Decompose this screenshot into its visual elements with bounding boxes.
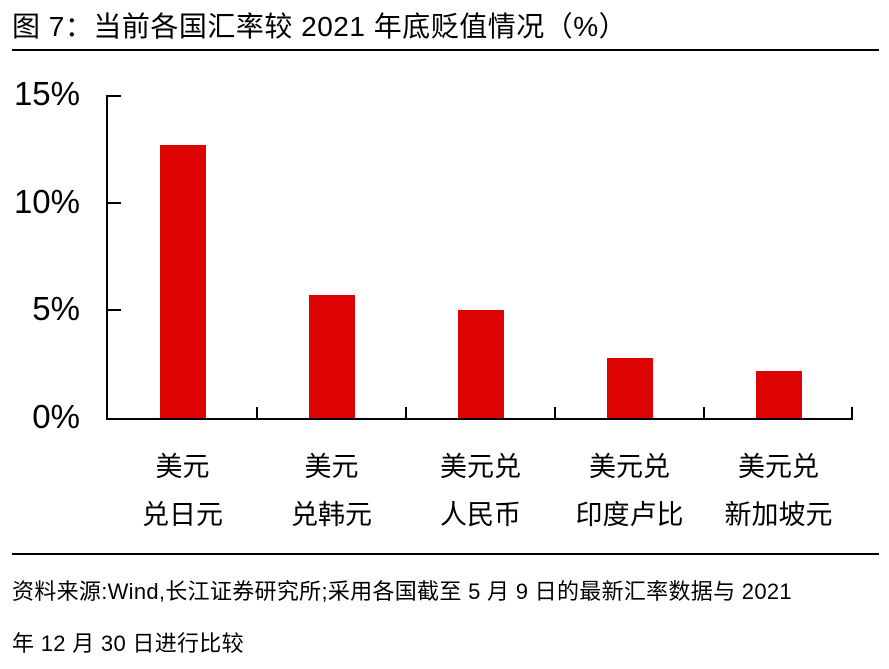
category-label-line: 人民币 <box>440 500 521 530</box>
category-label-line: 美元兑 <box>738 452 819 482</box>
y-axis-tick <box>108 309 121 312</box>
bar-美元兑人民币 <box>457 310 504 418</box>
category-label-line: 兑韩元 <box>291 500 372 530</box>
category-label-line: 美元兑 <box>440 452 521 482</box>
category-label-line: 新加坡元 <box>724 500 833 530</box>
x-axis-tick <box>554 407 556 418</box>
category-label-美元兑日元: 美元 兑日元 <box>108 443 257 539</box>
category-label-line: 美元 <box>155 452 210 482</box>
y-axis-tick-label: 10% <box>13 182 80 220</box>
bar-美元兑印度卢比 <box>606 357 653 418</box>
y-axis-tick-label: 5% <box>32 290 80 328</box>
source-note: 资料来源:Wind,长江证券研究所;采用各国截至 5 月 9 日的最新汇率数据与… <box>12 566 879 669</box>
y-axis-tick <box>108 95 121 97</box>
footer-divider <box>12 553 879 555</box>
category-label-美元兑人民币: 美元兑 人民币 <box>406 443 555 539</box>
x-axis-category-labels: 美元 兑日元 美元 兑韩元 美元兑 人民币 美元兑 印度卢比 美元兑 新加坡元 <box>108 443 853 539</box>
category-label-line: 兑日元 <box>142 500 223 530</box>
x-axis-tick <box>703 407 705 418</box>
source-note-line-1: 资料来源:Wind,长江证券研究所;采用各国截至 5 月 9 日的最新汇率数据与… <box>12 579 792 604</box>
y-axis-tick-labels: 15% 10% 5% 0% <box>0 0 80 669</box>
title-divider <box>12 49 879 51</box>
y-axis-tick-label: 0% <box>32 398 80 435</box>
bar-美元兑韩元 <box>308 295 355 418</box>
plot-area <box>106 95 853 420</box>
x-axis-tick <box>405 407 407 418</box>
y-axis-tick-label: 15% <box>13 75 80 112</box>
y-axis-tick <box>108 201 121 204</box>
category-label-line: 美元兑 <box>589 452 670 482</box>
category-label-line: 美元 <box>304 452 359 482</box>
x-axis-tick <box>851 407 853 418</box>
category-label-美元兑新加坡元: 美元兑 新加坡元 <box>704 443 853 539</box>
bar-美元兑新加坡元 <box>755 370 802 418</box>
source-note-line-2: 年 12 月 30 日进行比较 <box>12 631 244 656</box>
category-label-美元兑韩元: 美元 兑韩元 <box>257 443 406 539</box>
x-axis-tick <box>256 407 258 418</box>
category-label-line: 印度卢比 <box>575 500 684 530</box>
figure-title: 图 7：当前各国汇率较 2021 年底贬值情况（%） <box>12 11 628 42</box>
bar-美元兑日元 <box>159 144 206 418</box>
category-label-美元兑印度卢比: 美元兑 印度卢比 <box>555 443 704 539</box>
